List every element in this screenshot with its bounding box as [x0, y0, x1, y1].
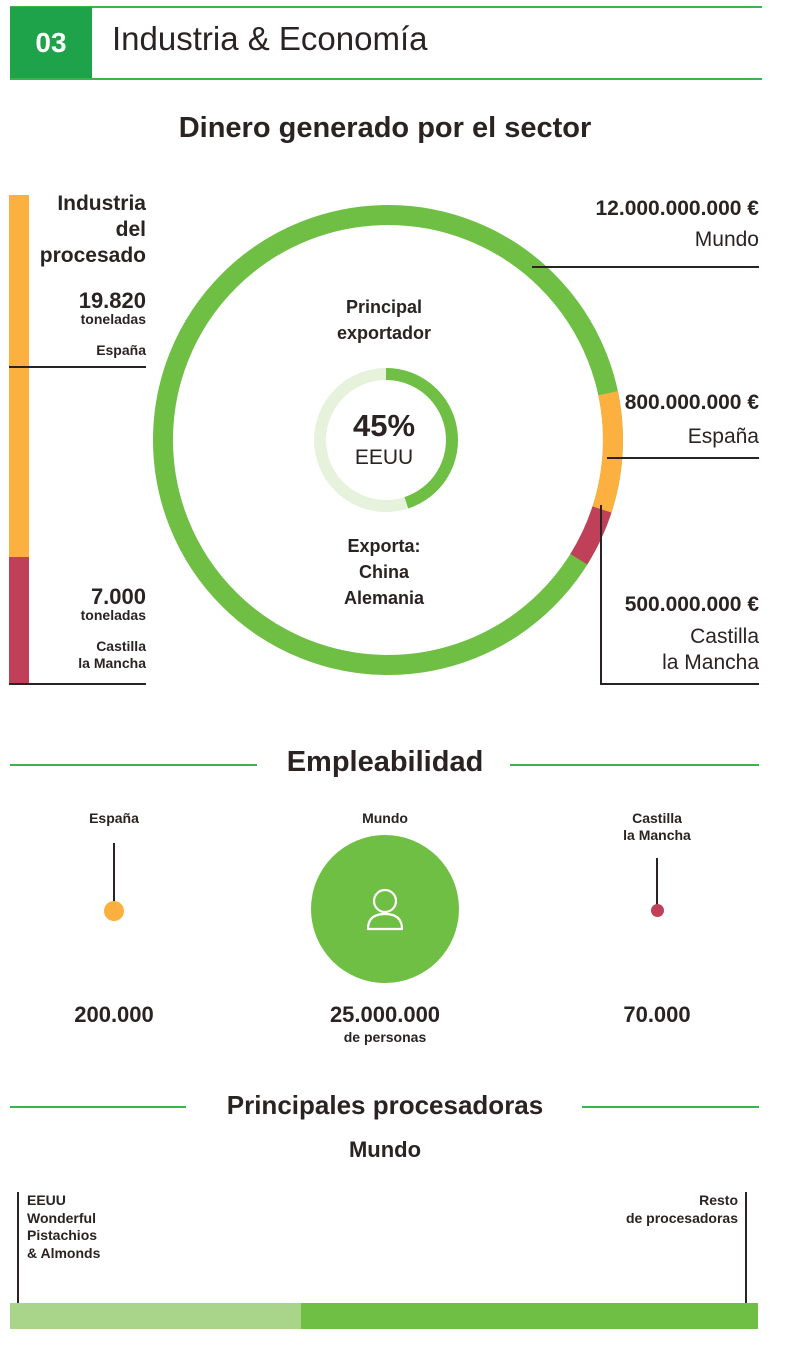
- exporter-heading: Principal exportador: [284, 294, 484, 346]
- exporter-country: EEUU: [354, 446, 414, 469]
- exporter-donut: [314, 368, 458, 512]
- label-line: Resto: [699, 1192, 738, 1208]
- processors-title: Principales procesadoras: [226, 1090, 544, 1120]
- processors-bar-rest: [301, 1303, 758, 1329]
- spain-money-region: España: [687, 425, 759, 448]
- processors-rule-left: [10, 1106, 186, 1108]
- processors-bar-eeuu: [10, 1303, 301, 1329]
- money-title: Dinero generado por el sector: [178, 112, 592, 144]
- region-line: Castilla: [96, 638, 146, 654]
- employment-world-label: Mundo: [362, 810, 408, 826]
- clm-tonnage-bar: [9, 557, 29, 684]
- employment-world-circle: [311, 835, 459, 983]
- person-icon: [366, 888, 404, 931]
- spain-tonnage-region: España: [96, 342, 146, 358]
- spain-tonnage-unit: toneladas: [80, 311, 146, 327]
- clm-tonnage-value: 7.000: [90, 584, 146, 609]
- spain-ring-segment: [592, 391, 623, 513]
- region-line: la Mancha: [662, 651, 759, 674]
- label-line: EEUU: [27, 1192, 66, 1208]
- destination-line: China: [358, 562, 409, 582]
- section-number: 03: [10, 7, 92, 79]
- label-line: Wonderful: [27, 1209, 96, 1226]
- processors-right-leader: [745, 1192, 747, 1320]
- clm-tonnage-rule: [9, 683, 146, 685]
- header-bottom-rule: [10, 78, 762, 80]
- processors-rule-right: [582, 1106, 759, 1108]
- export-destinations: Exporta: China Alemania: [284, 533, 484, 611]
- section-title: Industria & Economía: [112, 20, 428, 57]
- label-line: la Mancha: [623, 827, 691, 843]
- employment-world-unit: de personas: [343, 1029, 427, 1045]
- employment-clm-label: Castilla la Mancha: [597, 810, 717, 844]
- processors-left-leader: [17, 1192, 19, 1320]
- employment-clm-value: 70.000: [623, 1002, 691, 1027]
- destination-line: Alemania: [343, 588, 425, 608]
- exporter-line: Principal: [345, 297, 423, 317]
- heading-line: del: [115, 218, 146, 241]
- destination-line: Exporta:: [347, 536, 421, 556]
- employment-spain-stem: [113, 843, 115, 903]
- spain-money-value: 800.000.000 €: [624, 391, 759, 414]
- clm-money-leader: [600, 505, 602, 683]
- employment-title: Empleabilidad: [286, 746, 484, 778]
- label-line: Pistachios: [27, 1227, 98, 1243]
- processors-subtitle: Mundo: [348, 1137, 422, 1162]
- header-top-rule: [10, 6, 762, 8]
- region-line: la Mancha: [78, 655, 146, 671]
- clm-money-value: 500.000.000 €: [624, 593, 759, 616]
- clm-tonnage-unit: toneladas: [80, 607, 146, 623]
- employment-spain-value: 200.000: [74, 1002, 154, 1027]
- employment-world-value: 25.000.000: [329, 1002, 441, 1027]
- spain-tonnage-bar: [9, 195, 29, 557]
- spain-money-rule: [607, 457, 759, 459]
- employment-clm-dot: [651, 904, 664, 917]
- exporter-percent: 45%: [352, 408, 416, 443]
- employment-clm-stem: [656, 858, 658, 906]
- clm-money-rule: [600, 683, 759, 685]
- employment-spain-dot: [104, 901, 124, 921]
- clm-ring-segment: [570, 506, 612, 565]
- label-line: Castilla: [632, 810, 682, 826]
- label-line: de procesadoras: [625, 1209, 738, 1226]
- employment-rule-left: [10, 764, 257, 766]
- processors-left-label: EEUU Wonderful Pistachios & Almonds: [27, 1192, 100, 1262]
- region-line: Castilla: [690, 625, 759, 648]
- processors-right-label: Resto de procesadoras: [626, 1192, 738, 1227]
- world-money-rule: [532, 266, 759, 268]
- clm-money-region: Castilla la Mancha: [662, 624, 759, 676]
- employment-spain-label: España: [89, 810, 139, 826]
- employment-rule-right: [510, 764, 759, 766]
- heading-line: procesado: [39, 244, 146, 267]
- exporter-line: exportador: [336, 323, 432, 343]
- processing-industry-heading: Industria del procesado: [40, 191, 146, 269]
- spain-tonnage-rule: [9, 366, 146, 368]
- world-money-region: Mundo: [694, 228, 759, 251]
- world-money-value: 12.000.000.000 €: [595, 197, 760, 220]
- heading-line: Industria: [57, 192, 146, 215]
- clm-tonnage-region: Castilla la Mancha: [78, 638, 146, 672]
- spain-tonnage-value: 19.820: [78, 288, 146, 313]
- label-line: & Almonds: [27, 1244, 101, 1261]
- donut-share-arc: [385, 368, 458, 509]
